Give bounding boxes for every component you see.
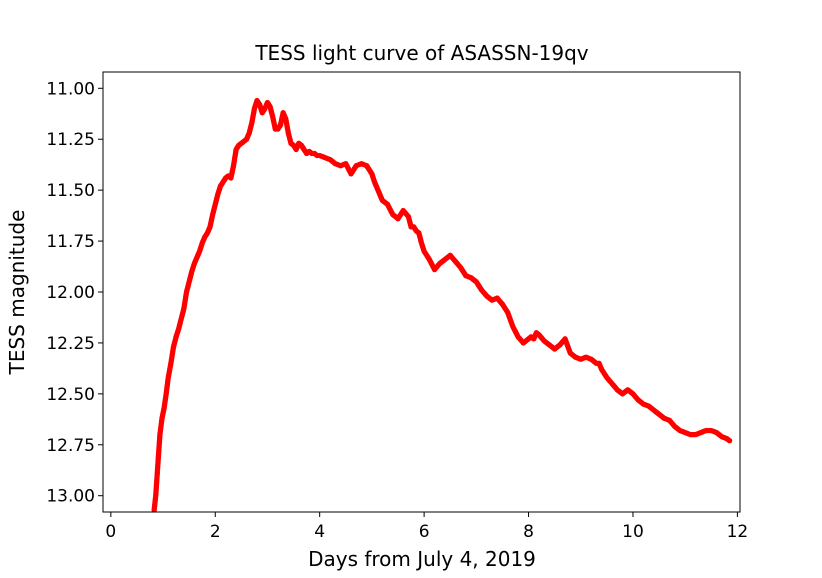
- x-tick-label: 8: [523, 522, 534, 542]
- y-tick-label: 12.00: [46, 283, 95, 303]
- y-tick-label: 12.75: [46, 436, 95, 456]
- x-tick-label: 10: [622, 522, 644, 542]
- y-tick-label: 11.25: [46, 130, 95, 150]
- chart-title: TESS light curve of ASASSN-19qv: [254, 41, 588, 65]
- x-axis-label: Days from July 4, 2019: [308, 547, 536, 571]
- y-tick-label: 12.25: [46, 334, 95, 354]
- x-tick-label: 0: [105, 522, 116, 542]
- y-axis-label: TESS magnitude: [5, 210, 29, 376]
- y-tick-label: 11.50: [46, 181, 95, 201]
- y-tick-label: 11.00: [46, 79, 95, 99]
- x-tick-label: 6: [419, 522, 430, 542]
- y-axis: 11.00 11.25 11.50 11.75 12.00 12.25 12.50 12.75…: [46, 79, 103, 507]
- x-tick-label: 2: [210, 522, 221, 542]
- y-tick-label: 12.50: [46, 385, 95, 405]
- data-points: [151, 97, 733, 513]
- x-tick-label: 12: [727, 522, 749, 542]
- data-point: [726, 438, 733, 444]
- y-tick-label: 11.75: [46, 232, 95, 252]
- x-axis: 0 2 4 6 8 10 12: [105, 512, 748, 542]
- y-tick-label: 13.00: [46, 487, 95, 507]
- x-tick-label: 4: [314, 522, 325, 542]
